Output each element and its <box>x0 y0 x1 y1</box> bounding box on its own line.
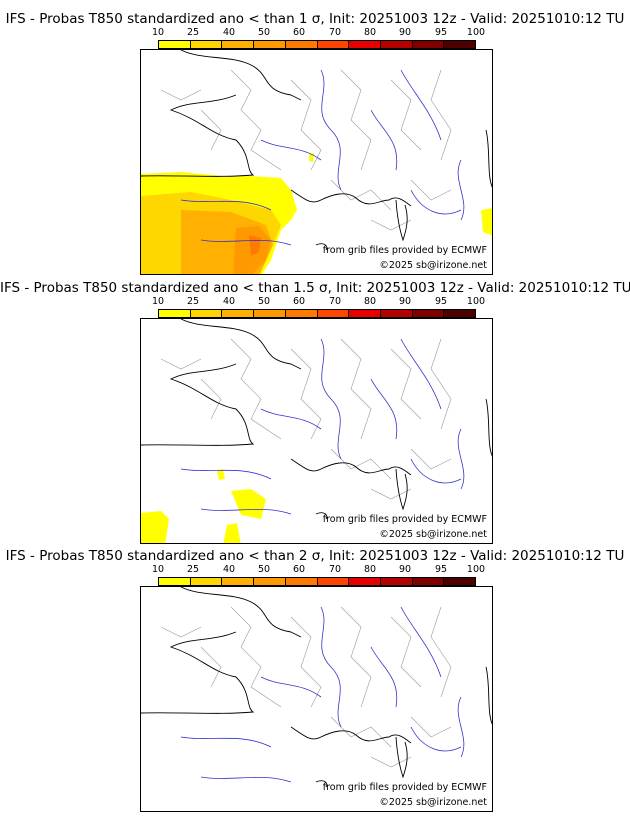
colorbar-segment <box>159 310 191 317</box>
region-borders <box>160 606 452 768</box>
colorbar-tick: 60 <box>292 27 306 38</box>
region-borders <box>160 338 452 500</box>
map-panel-1: IFS - Probas T850 standardized ano < tha… <box>0 11 630 287</box>
colorbar-segment <box>380 310 413 317</box>
colorbar-segment <box>285 41 318 48</box>
colorbar-tick: 80 <box>363 564 377 575</box>
colorbar-segment <box>444 578 476 585</box>
colorbar-tick: 25 <box>186 296 200 307</box>
colorbar-segment <box>285 310 318 317</box>
rivers <box>180 69 465 246</box>
map-graphic <box>141 319 492 543</box>
map-panel-3: IFS - Probas T850 standardized ano < tha… <box>0 548 630 824</box>
panel-title: IFS - Probas T850 standardized ano < tha… <box>5 11 625 27</box>
colorbar-tick: 80 <box>363 27 377 38</box>
colorbar-segment <box>222 41 255 48</box>
colorbar-bar <box>158 40 476 49</box>
copyright-label: ©2025 sb@irizone.net <box>379 797 487 808</box>
colorbar-tick: 60 <box>292 296 306 307</box>
colorbar-tick: 95 <box>434 296 448 307</box>
colorbar-segment <box>159 578 191 585</box>
colorbar-segment <box>190 41 223 48</box>
colorbar-tick: 100 <box>466 564 486 575</box>
colorbar-tick: 10 <box>151 564 165 575</box>
colorbar-ticks: 10 25 40 50 60 70 80 90 95 100 <box>152 27 485 39</box>
colorbar-tick: 50 <box>257 27 271 38</box>
colorbar-segment <box>159 41 191 48</box>
colorbar-tick: 90 <box>398 564 412 575</box>
colorbar-segment <box>380 578 413 585</box>
panel-title: IFS - Probas T850 standardized ano < tha… <box>0 280 630 296</box>
colorbar-tick: 70 <box>328 564 342 575</box>
colorbar-tick: 25 <box>186 564 200 575</box>
probability-map: from grib files provided by ECMWF ©2025 … <box>140 586 493 812</box>
probability-map: from grib files provided by ECMWF ©2025 … <box>140 318 493 544</box>
colorbar-tick: 100 <box>466 27 486 38</box>
colorbar-tick: 40 <box>222 564 236 575</box>
coastlines <box>141 587 492 788</box>
copyright-label: ©2025 sb@irizone.net <box>379 260 487 271</box>
colorbar: 10 25 40 50 60 70 80 90 95 100 <box>152 296 485 325</box>
colorbar-tick: 50 <box>257 296 271 307</box>
colorbar-segment <box>317 310 350 317</box>
colorbar-ticks: 10 25 40 50 60 70 80 90 95 100 <box>152 564 485 576</box>
colorbar-segment <box>317 578 350 585</box>
colorbar-segment <box>317 41 350 48</box>
colorbar-segment <box>349 310 381 317</box>
colorbar-tick: 80 <box>363 296 377 307</box>
map-graphic <box>141 50 492 274</box>
colorbar-segment <box>412 310 445 317</box>
colorbar-segment <box>380 41 413 48</box>
colorbar-tick: 50 <box>257 564 271 575</box>
colorbar-bar <box>158 577 476 586</box>
probability-map: from grib files provided by ECMWF ©2025 … <box>140 49 493 275</box>
rivers <box>180 606 465 783</box>
coastlines <box>141 50 492 251</box>
colorbar-tick: 95 <box>434 564 448 575</box>
colorbar-tick: 60 <box>292 564 306 575</box>
colorbar-tick: 70 <box>328 296 342 307</box>
colorbar-segment <box>444 41 476 48</box>
colorbar-tick: 90 <box>398 296 412 307</box>
colorbar-ticks: 10 25 40 50 60 70 80 90 95 100 <box>152 296 485 308</box>
colorbar-segment <box>254 578 286 585</box>
rivers <box>180 338 465 515</box>
probability-fill <box>141 469 266 543</box>
data-source-label: from grib files provided by ECMWF <box>322 514 487 525</box>
colorbar-tick: 100 <box>466 296 486 307</box>
map-graphic <box>141 587 492 788</box>
colorbar-tick: 90 <box>398 27 412 38</box>
data-source-label: from grib files provided by ECMWF <box>322 245 487 256</box>
colorbar-segment <box>444 310 476 317</box>
colorbar-segment <box>190 578 223 585</box>
colorbar: 10 25 40 50 60 70 80 90 95 100 <box>152 27 485 56</box>
panel-title: IFS - Probas T850 standardized ano < tha… <box>5 548 625 564</box>
colorbar-segment <box>222 578 255 585</box>
colorbar: 10 25 40 50 60 70 80 90 95 100 <box>152 564 485 593</box>
data-source-label: from grib files provided by ECMWF <box>322 782 487 793</box>
colorbar-tick: 40 <box>222 27 236 38</box>
coastlines <box>141 319 492 520</box>
colorbar-segment <box>285 578 318 585</box>
colorbar-tick: 70 <box>328 27 342 38</box>
colorbar-segment <box>349 41 381 48</box>
region-borders <box>160 69 452 231</box>
colorbar-segment <box>222 310 255 317</box>
copyright-label: ©2025 sb@irizone.net <box>379 529 487 540</box>
colorbar-segment <box>254 310 286 317</box>
colorbar-tick: 10 <box>151 27 165 38</box>
colorbar-segment <box>349 578 381 585</box>
probability-fill <box>141 153 492 274</box>
colorbar-segment <box>190 310 223 317</box>
colorbar-tick: 95 <box>434 27 448 38</box>
colorbar-tick: 25 <box>186 27 200 38</box>
colorbar-segment <box>254 41 286 48</box>
map-panel-2: IFS - Probas T850 standardized ano < tha… <box>0 280 630 556</box>
colorbar-segment <box>412 41 445 48</box>
colorbar-segment <box>412 578 445 585</box>
colorbar-tick: 40 <box>222 296 236 307</box>
colorbar-tick: 10 <box>151 296 165 307</box>
colorbar-bar <box>158 309 476 318</box>
